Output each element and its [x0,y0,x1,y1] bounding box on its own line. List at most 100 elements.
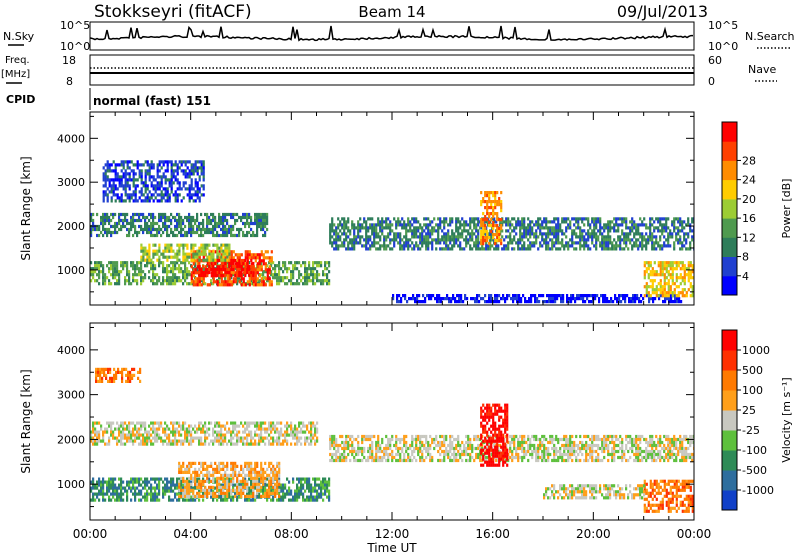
y-tick-label: 1000 [57,478,85,491]
y-axis-label: Slant Range [km] [19,156,33,260]
colorbar-segment [722,470,737,491]
colorbar-tick-label: 20 [742,193,756,206]
y-tick-label: 4000 [57,344,85,357]
colorbar-tick-label: -25 [742,424,760,437]
x-tick-label: 16:00 [475,527,510,541]
nave-tick-low: 0 [708,75,715,88]
data-region [102,160,205,203]
colorbar-segment [722,218,737,238]
colorbar-tick-label: 500 [742,364,763,377]
date-label: 09/Jul/2013 [617,2,708,21]
beam-label: Beam 14 [358,3,425,21]
colorbar-tick-label: 4 [742,270,749,283]
noise-panel: N.Sky 10^5 10^0 10^5 10^0 N.Search [3,19,795,53]
cpid-panel: CPID normal (fast) 151 [6,88,211,110]
colorbar-segment [722,390,737,411]
x-axis-label: Time UT [366,541,417,554]
nave-label: Nave [748,63,776,76]
colorbar-frame [721,121,738,296]
data-region [392,294,683,304]
noise-tick-high-right: 10^5 [708,19,738,32]
x-tick-label: 00:00 [73,527,108,541]
colorbar-tick-label: 24 [742,174,756,187]
noise-tick-low-right: 10^0 [708,40,738,53]
freq-panel: Freq. [MHz] 18 8 60 0 Nave [1,54,777,88]
heatmap-cells [90,367,694,513]
colorbar-tick-label: 100 [742,384,763,397]
colorbar-tick-label: -100 [742,444,767,457]
y-tick-label: 2000 [57,220,85,233]
panel-frame [89,111,695,306]
data-region [480,403,509,467]
colorbar-tick-label: 1000 [742,344,770,357]
colorbar-segment [722,198,737,219]
colorbar-segment [722,330,737,351]
colorbar-tick-label: 12 [742,231,756,244]
power-panel: 1000 2000 3000 4000 Slant Range [km] 4 8 12 16 20… [19,111,793,306]
colorbar-tick-label: -1000 [742,484,774,497]
nsearch-label: N.Search [745,30,795,43]
y-tick-label: 4000 [57,132,85,145]
x-tick-label: 00:00 [677,527,712,541]
colorbar-segment [722,350,737,371]
colorbar-segment [722,256,737,277]
data-region [543,484,646,500]
colorbar-segment [722,410,737,431]
colorbar-tick-label: 28 [742,154,756,167]
y-tick-label: 2000 [57,433,85,446]
colorbar-frame [721,329,738,511]
colorbar-tick-label: 25 [742,404,756,417]
data-region [90,421,319,446]
heatmap-cells [90,160,694,304]
colorbar: 1000 500 100 25 -25 -100 -500 -1000 Velocity [m … [721,329,793,511]
y-tick-label: 1000 [57,264,85,277]
data-region [90,212,269,238]
freq-tick-low: 8 [66,75,73,88]
nsky-label: N.Sky [3,30,35,43]
colorbar-tick-label: -500 [742,464,767,477]
y-axis-label: Slant Range [km] [19,369,33,473]
noise-tick-low-left: 10^0 [60,40,90,53]
data-region [643,261,694,298]
cpid-label: CPID [6,93,35,106]
freq-tick-high: 18 [62,54,76,67]
colorbar-segment [722,275,737,296]
x-tick-label: 20:00 [576,527,611,541]
colorbar-segment [722,430,737,451]
colorbar-label: Velocity [m s⁻¹] [780,377,793,462]
data-region [480,191,503,246]
colorbar-segment [722,490,737,511]
colorbar-label: Power [dB] [780,179,793,239]
data-region [329,434,694,463]
data-region [329,217,694,251]
colorbar-tick-label: 16 [742,212,756,225]
colorbar: 4 8 12 16 20 24 28 Power [dB] [721,121,793,296]
data-region [198,258,255,278]
y-tick-label: 3000 [57,176,85,189]
colorbar-segment [722,179,737,200]
colorbar-segment [722,237,737,257]
data-region [95,367,142,383]
data-region [178,461,281,498]
colorbar-tick-label: 8 [742,251,749,264]
y-tick-label: 3000 [57,389,85,402]
colorbar-segment [722,370,737,391]
freq-unit-label: [MHz] [1,69,30,80]
noise-tick-high-left: 10^5 [60,19,90,32]
noise-sky-line [89,25,693,42]
cpid-text: normal (fast) 151 [93,94,211,108]
freq-label: Freq. [5,55,30,66]
x-tick-label: 12:00 [375,527,410,541]
data-region [643,479,694,513]
nave-tick-high: 60 [708,54,722,67]
colorbar-segment [722,160,737,181]
colorbar-segment [722,141,737,161]
time-axis: 00:00 04:00 08:00 12:00 16:00 20:00 00:00 Time … [73,527,712,554]
x-tick-label: 08:00 [274,527,309,541]
x-tick-label: 04:00 [173,527,208,541]
colorbar-segment [722,122,737,142]
colorbar-segment [722,450,737,471]
station-title: Stokkseyri (fitACF) [94,2,252,22]
